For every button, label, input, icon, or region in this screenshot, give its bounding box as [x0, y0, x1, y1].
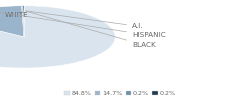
Wedge shape: [23, 6, 24, 37]
Wedge shape: [22, 6, 24, 37]
Wedge shape: [0, 6, 115, 68]
Wedge shape: [0, 6, 24, 37]
Legend: 84.8%, 14.7%, 0.2%, 0.2%: 84.8%, 14.7%, 0.2%, 0.2%: [64, 90, 176, 97]
Text: BLACK: BLACK: [26, 11, 156, 48]
Text: HISPANIC: HISPANIC: [0, 10, 166, 38]
Text: WHITE: WHITE: [0, 12, 29, 18]
Text: A.I.: A.I.: [25, 11, 144, 29]
